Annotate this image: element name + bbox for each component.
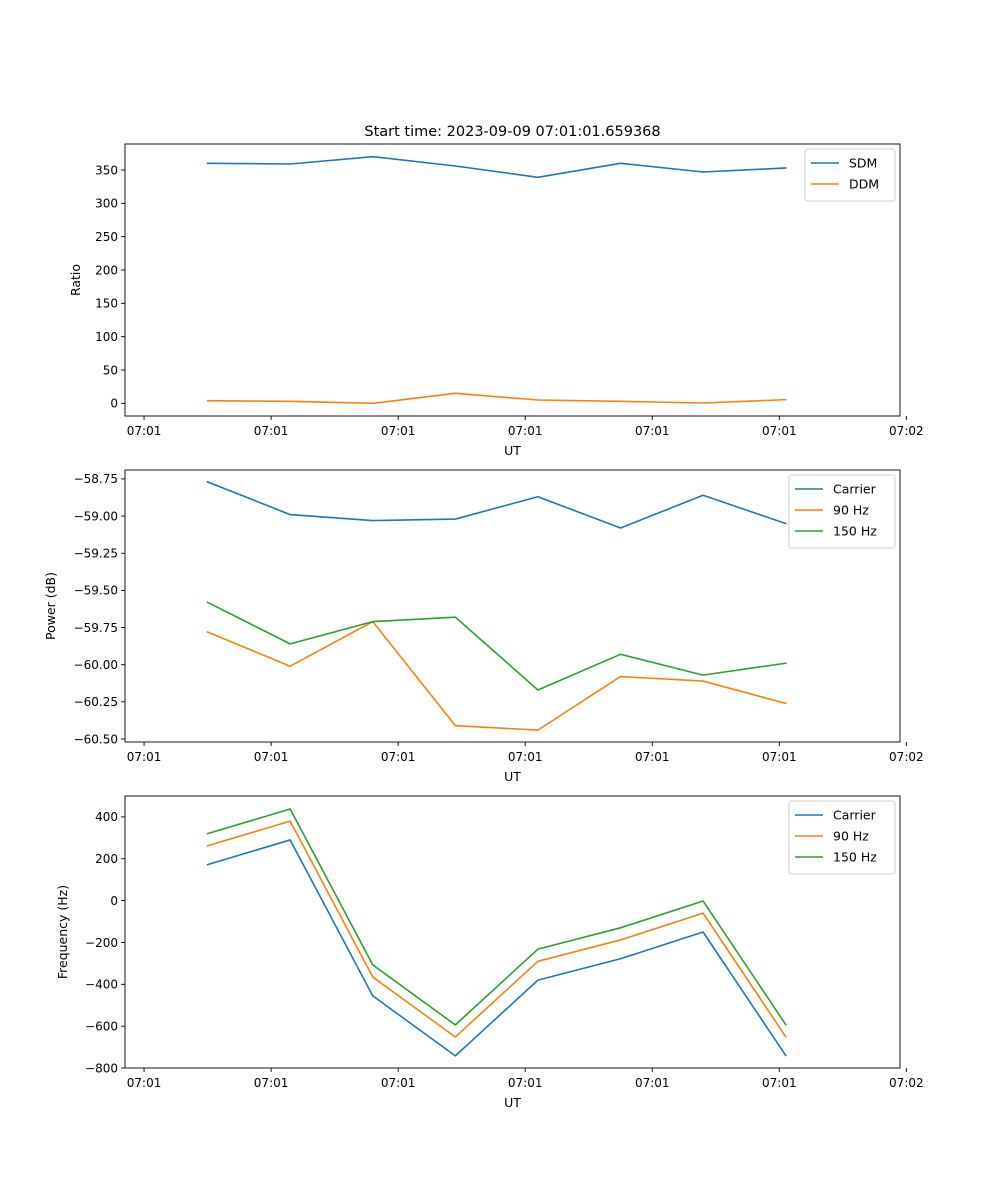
y-tick-label: −59.00 xyxy=(74,509,118,523)
series-line-carrier xyxy=(206,480,787,529)
x-tick-label: 07:01 xyxy=(381,750,416,764)
x-tick-label: 07:01 xyxy=(254,1076,289,1090)
legend-label: 150 Hz xyxy=(833,850,877,865)
x-tick-label: 07:01 xyxy=(762,750,797,764)
x-tick-label: 07:01 xyxy=(381,424,416,438)
chart-1: Start time: 2023-09-09 07:01:01.659368 07… xyxy=(68,124,924,458)
y-tick-label: −59.75 xyxy=(74,621,118,635)
chart-title: Start time: 2023-09-09 07:01:01.659368 xyxy=(364,124,660,140)
series-line-sdm xyxy=(206,155,787,179)
x-axis-label: UT xyxy=(504,1095,521,1110)
y-axis-label: Power (dB) xyxy=(43,572,58,640)
x-tick-label: 07:01 xyxy=(127,424,162,438)
y-tick-label: −59.50 xyxy=(74,584,118,598)
x-tick-label: 07:01 xyxy=(635,750,670,764)
x-axis-label: UT xyxy=(504,769,521,784)
x-tick-label: 07:02 xyxy=(889,1076,924,1090)
axes-frame xyxy=(124,469,901,743)
legend-label: 90 Hz xyxy=(833,829,869,844)
x-tick-label: 07:01 xyxy=(762,424,797,438)
legend-label: 150 Hz xyxy=(833,524,877,539)
x-tick-label: 07:01 xyxy=(635,1076,670,1090)
y-tick-label: 100 xyxy=(95,330,118,344)
y-tick-label: −400 xyxy=(85,978,118,992)
series-line-150-hz xyxy=(206,601,787,691)
series-line-90-hz xyxy=(206,620,787,731)
y-tick-label: 0 xyxy=(110,397,118,411)
legend-label: 90 Hz xyxy=(833,503,869,518)
series-line-carrier xyxy=(206,839,787,1057)
series-line-90-hz xyxy=(206,820,787,1038)
x-tick-label: 07:02 xyxy=(889,750,924,764)
y-axis-label: Ratio xyxy=(68,264,83,296)
x-tick-label: 07:01 xyxy=(381,1076,416,1090)
y-tick-label: 200 xyxy=(95,263,118,277)
legend-box xyxy=(804,148,896,202)
y-tick-label: −600 xyxy=(85,1019,118,1033)
y-tick-label: 200 xyxy=(95,852,118,866)
y-tick-label: 300 xyxy=(95,197,118,211)
x-tick-label: 07:01 xyxy=(508,750,543,764)
y-tick-label: 400 xyxy=(95,810,118,824)
y-tick-label: 350 xyxy=(95,163,118,177)
y-axis-label: Frequency (Hz) xyxy=(55,885,70,979)
x-tick-label: 07:01 xyxy=(254,750,289,764)
y-tick-label: 150 xyxy=(95,297,118,311)
series-line-150-hz xyxy=(206,808,787,1026)
x-tick-label: 07:01 xyxy=(762,1076,797,1090)
x-tick-label: 07:01 xyxy=(254,424,289,438)
y-tick-label: −59.25 xyxy=(74,547,118,561)
y-tick-label: −58.75 xyxy=(74,472,118,486)
legend-label: DDM xyxy=(849,177,879,192)
legend: Carrier 90 Hz 150 Hz xyxy=(788,474,896,549)
chart-2: 07:01 07:01 07:01 07:01 07:01 07:01 07:02 −60.5… xyxy=(43,469,924,784)
legend-label: SDM xyxy=(849,156,877,171)
legend: SDM DDM xyxy=(804,148,896,202)
charts: Start time: 2023-09-09 07:01:01.659368 07… xyxy=(43,124,924,1110)
y-tick-label: −60.25 xyxy=(74,695,118,709)
x-axis-label: UT xyxy=(504,443,521,458)
legend-label: Carrier xyxy=(833,482,877,497)
y-tick-label: −200 xyxy=(85,936,118,950)
y-tick-label: −60.50 xyxy=(74,732,118,746)
legend-label: Carrier xyxy=(833,808,877,823)
y-tick-label: −60.00 xyxy=(74,658,118,672)
x-tick-label: 07:01 xyxy=(127,1076,162,1090)
legend-box xyxy=(788,800,896,875)
y-tick-label: 0 xyxy=(110,894,118,908)
x-tick-label: 07:02 xyxy=(889,424,924,438)
x-tick-label: 07:01 xyxy=(508,424,543,438)
axes-frame xyxy=(124,795,901,1069)
y-tick-label: −800 xyxy=(85,1061,118,1075)
legend-box xyxy=(788,474,896,549)
y-tick-label: 250 xyxy=(95,230,118,244)
chart-3: 07:01 07:01 07:01 07:01 07:01 07:01 07:02 −800 −… xyxy=(55,795,924,1110)
axes-frame xyxy=(124,143,901,417)
x-tick-label: 07:01 xyxy=(635,424,670,438)
series-line-ddm xyxy=(206,392,787,405)
y-tick-label: 50 xyxy=(103,363,118,377)
x-tick-label: 07:01 xyxy=(127,750,162,764)
x-tick-label: 07:01 xyxy=(508,1076,543,1090)
legend: Carrier 90 Hz 150 Hz xyxy=(788,800,896,875)
